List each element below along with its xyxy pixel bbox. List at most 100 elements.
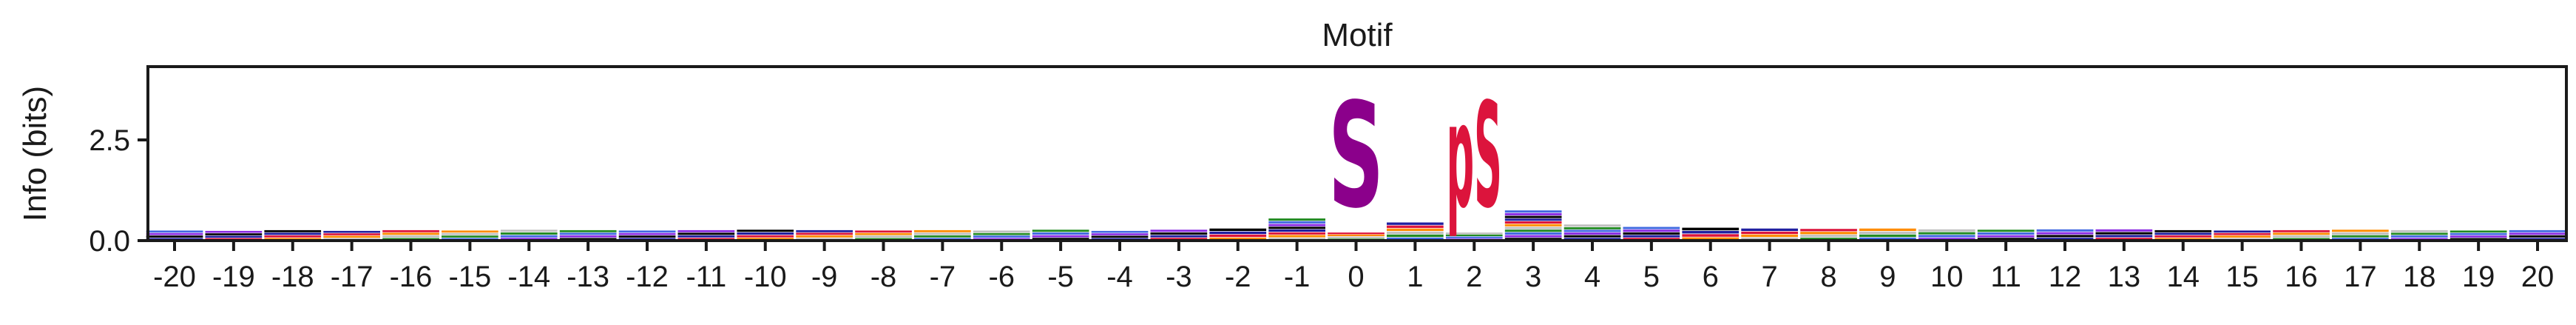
background-letter-band [677, 235, 735, 238]
background-letter-band [500, 232, 558, 235]
x-tick-label: -9 [811, 261, 838, 293]
background-stack-7 [1741, 228, 1798, 241]
background-letter-band [2214, 232, 2271, 235]
x-tick-label: -18 [271, 261, 314, 293]
background-letter-band [1741, 231, 1798, 235]
x-tick-label: -3 [1166, 261, 1192, 293]
background-letters-layer [146, 210, 2566, 241]
x-tick-label: 17 [2344, 261, 2377, 293]
background-letter-band [2095, 235, 2153, 238]
background-stack-10 [1918, 229, 1975, 241]
background-letter-band [2273, 229, 2330, 232]
background-letter-band [1209, 237, 1267, 241]
background-letter-band [796, 229, 853, 232]
background-letter-band [442, 235, 498, 238]
background-letter-band [1328, 236, 1385, 238]
background-letter-band [2273, 238, 2330, 241]
x-tick-label: 14 [2167, 261, 2200, 293]
y-axis: 0.0 2.5 [89, 124, 148, 258]
background-letter-band [2390, 232, 2448, 235]
background-letter-band [796, 232, 853, 235]
background-letter-band [1741, 237, 1798, 241]
background-letter-band [146, 230, 203, 233]
x-tick-label: -7 [930, 261, 956, 293]
background-letter-band [2450, 232, 2507, 235]
background-stack-16 [2273, 229, 2330, 241]
background-letter-band [1091, 233, 1149, 235]
background-stack--7 [914, 229, 971, 241]
background-letter-band [914, 229, 971, 232]
background-letter-band [1918, 232, 1975, 235]
background-letter-band [1268, 235, 1325, 238]
background-letter-band [1504, 212, 1562, 215]
x-tick-label: 1 [1407, 261, 1423, 293]
logo-letter-2: pS [1447, 71, 1502, 240]
background-letter-band [677, 238, 735, 241]
background-letter-band [855, 235, 912, 238]
x-tick-label: 15 [2225, 261, 2259, 293]
background-letter-band [1977, 238, 2035, 241]
background-letter-band [1563, 229, 1621, 232]
background-letter-band [618, 232, 676, 235]
x-tick-label: 13 [2108, 261, 2141, 293]
background-letter-band [1563, 238, 1621, 241]
background-stack-20 [2509, 229, 2566, 241]
background-letter-band [796, 235, 853, 238]
background-letter-band [1328, 232, 1385, 235]
background-letter-band [1209, 231, 1267, 235]
background-letter-band [1387, 231, 1444, 235]
background-letter-band [1387, 225, 1444, 228]
background-letter-band [382, 232, 439, 235]
background-letter-band [1445, 234, 1503, 236]
x-axis: -20 -19 -18 -17 -16 -15 -14 -13 -12 -11 -10 -9 -8 -7-… [153, 241, 2554, 293]
background-letter-band [559, 229, 617, 232]
x-tick-label: -20 [153, 261, 196, 293]
background-letter-band [2509, 229, 2566, 232]
background-letter-band [2450, 235, 2507, 238]
background-letter-band [1563, 227, 1621, 229]
x-tick-label: 9 [1879, 261, 1896, 293]
background-letter-band [1563, 232, 1621, 235]
background-letter-band [264, 232, 322, 235]
background-letter-band [2332, 232, 2389, 235]
x-tick-label: -1 [1284, 261, 1311, 293]
background-letter-band [1977, 235, 2035, 238]
background-letter-band [442, 230, 498, 233]
x-tick-label: 12 [2049, 261, 2082, 293]
background-letter-band [264, 238, 322, 241]
background-letter-band [559, 232, 617, 235]
background-letter-band [2273, 235, 2330, 238]
background-letter-band [2154, 229, 2212, 232]
background-letter-band [1268, 227, 1325, 229]
background-stack-13 [2095, 229, 2153, 241]
background-stack-11 [1977, 229, 2035, 241]
background-stack-14 [2154, 229, 2212, 241]
x-tick-label: 7 [1762, 261, 1778, 293]
background-letter-band [2332, 235, 2389, 238]
background-letter-band [1682, 237, 1740, 241]
background-letter-band [855, 232, 912, 235]
background-letter-band [973, 230, 1030, 233]
background-letter-band [1268, 218, 1325, 221]
background-letter-band [2154, 235, 2212, 238]
background-letter-band [677, 232, 735, 235]
background-letter-band [973, 238, 1030, 241]
background-letter-band [559, 238, 617, 241]
background-letter-band [618, 235, 676, 238]
background-letter-band [2390, 229, 2448, 232]
background-stack--13 [559, 229, 617, 241]
background-letter-band [1918, 229, 1975, 232]
background-letter-band [1623, 238, 1680, 241]
background-letter-band [205, 233, 263, 235]
x-tick-label: -8 [871, 261, 897, 293]
chart-title: Motif [1322, 17, 1393, 53]
background-stack--1 [1268, 218, 1325, 241]
background-letter-band [1800, 229, 1857, 232]
background-letter-band [1387, 228, 1444, 231]
background-letter-band [1504, 210, 1562, 213]
background-letter-band [2450, 230, 2507, 233]
x-tick-label: -14 [507, 261, 550, 293]
x-tick-label: -19 [212, 261, 255, 293]
background-letter-band [1859, 237, 1916, 241]
